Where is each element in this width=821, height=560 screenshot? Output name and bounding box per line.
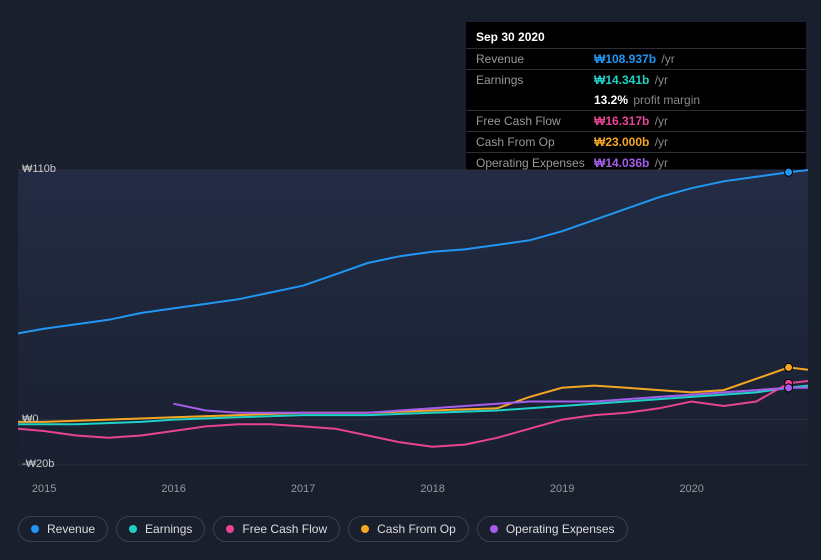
legend-item-cash-from-op[interactable]: Cash From Op xyxy=(348,516,469,542)
tooltip-row-value: ₩108.937b xyxy=(594,52,656,66)
tooltip-row-label: Revenue xyxy=(476,52,594,66)
tooltip-row: 13.2% profit margin xyxy=(466,90,806,110)
legend-dot-icon xyxy=(226,525,234,533)
tooltip-date: Sep 30 2020 xyxy=(466,28,806,48)
series-marker-cash-from-op xyxy=(785,363,793,371)
tooltip-row-label xyxy=(476,93,594,107)
legend-dot-icon xyxy=(361,525,369,533)
tooltip-row: Revenue₩108.937b /yr xyxy=(466,48,806,69)
legend-item-label: Operating Expenses xyxy=(506,522,615,536)
y-axis-label: ₩110b xyxy=(22,163,56,175)
chart-legend: Revenue Earnings Free Cash Flow Cash From O… xyxy=(18,516,628,542)
legend-item-operating-expenses[interactable]: Operating Expenses xyxy=(477,516,628,542)
tooltip-row: Free Cash Flow₩16.317b /yr xyxy=(466,110,806,131)
legend-item-label: Revenue xyxy=(47,522,95,536)
x-axis-label: 2016 xyxy=(161,483,185,495)
tooltip-row-label: Cash From Op xyxy=(476,135,594,149)
legend-dot-icon xyxy=(490,525,498,533)
tooltip-row-value: ₩23.000b xyxy=(594,135,649,149)
x-axis-label: 2020 xyxy=(679,483,703,495)
x-axis-label: 2019 xyxy=(550,483,574,495)
tooltip-row-suffix: /yr xyxy=(651,114,668,128)
tooltip-row: Cash From Op₩23.000b /yr xyxy=(466,131,806,152)
series-marker-revenue xyxy=(785,168,793,176)
tooltip-row-value: ₩14.341b xyxy=(594,73,649,87)
tooltip-row-value: ₩16.317b xyxy=(594,114,649,128)
x-axis-label: 2017 xyxy=(291,483,315,495)
x-axis-label: 2015 xyxy=(32,483,56,495)
legend-item-free-cash-flow[interactable]: Free Cash Flow xyxy=(213,516,340,542)
tooltip-row-suffix: /yr xyxy=(658,52,675,66)
series-marker-operating-expenses xyxy=(785,384,793,392)
legend-item-label: Cash From Op xyxy=(377,522,456,536)
financials-chart[interactable]: ₩110b₩0-₩20b201520162017201820192020 xyxy=(18,155,808,475)
legend-item-label: Earnings xyxy=(145,522,192,536)
y-axis-label: ₩0 xyxy=(22,413,39,425)
legend-item-revenue[interactable]: Revenue xyxy=(18,516,108,542)
tooltip-row-label: Earnings xyxy=(476,73,594,87)
y-axis-label: -₩20b xyxy=(22,458,54,470)
tooltip-row-suffix: /yr xyxy=(651,135,668,149)
tooltip-row-value: 13.2% xyxy=(594,93,628,107)
tooltip-row-suffix: profit margin xyxy=(630,93,700,107)
legend-item-earnings[interactable]: Earnings xyxy=(116,516,205,542)
legend-dot-icon xyxy=(129,525,137,533)
legend-item-label: Free Cash Flow xyxy=(242,522,327,536)
tooltip-row-suffix: /yr xyxy=(651,73,668,87)
legend-dot-icon xyxy=(31,525,39,533)
x-axis-label: 2018 xyxy=(420,483,444,495)
tooltip-row: Earnings₩14.341b /yr xyxy=(466,69,806,90)
tooltip-row-label: Free Cash Flow xyxy=(476,114,594,128)
